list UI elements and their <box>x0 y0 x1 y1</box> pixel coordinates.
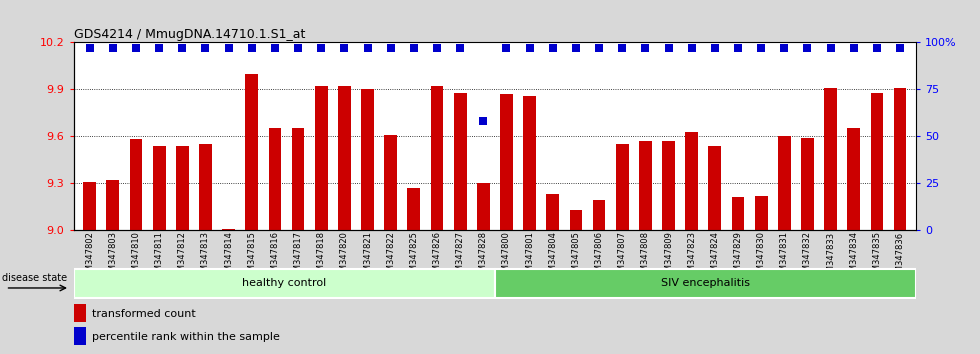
Bar <box>755 196 767 230</box>
Bar <box>639 141 652 230</box>
Bar <box>362 89 374 230</box>
Bar <box>593 200 606 230</box>
Bar <box>430 86 443 230</box>
Bar <box>894 88 906 230</box>
Bar <box>870 92 883 230</box>
Bar <box>292 129 305 230</box>
Bar <box>199 144 212 230</box>
Bar <box>74 304 86 321</box>
Bar <box>569 210 582 230</box>
Bar <box>477 183 490 230</box>
Bar <box>315 86 327 230</box>
Bar <box>662 141 675 230</box>
Bar <box>74 327 86 345</box>
Bar <box>709 145 721 230</box>
Bar <box>153 145 166 230</box>
Bar <box>338 86 351 230</box>
Bar <box>129 139 142 230</box>
Bar <box>547 194 560 230</box>
Bar <box>732 197 745 230</box>
Bar <box>685 132 698 230</box>
Text: percentile rank within the sample: percentile rank within the sample <box>92 332 280 342</box>
Text: transformed count: transformed count <box>92 309 196 319</box>
Bar <box>801 138 813 230</box>
Bar <box>83 182 96 230</box>
Text: healthy control: healthy control <box>242 278 326 288</box>
Bar <box>778 136 791 230</box>
Text: disease state: disease state <box>2 273 67 284</box>
Bar <box>500 94 513 230</box>
Bar <box>74 269 495 297</box>
Bar <box>107 180 120 230</box>
Text: SIV encephalitis: SIV encephalitis <box>662 278 750 288</box>
Bar <box>408 188 420 230</box>
Bar <box>848 129 860 230</box>
Bar <box>495 269 916 297</box>
Bar <box>523 96 536 230</box>
Bar <box>269 129 281 230</box>
Bar <box>454 92 466 230</box>
Bar <box>615 144 628 230</box>
Bar <box>176 145 189 230</box>
Bar <box>222 229 235 230</box>
Bar <box>384 135 397 230</box>
Text: GDS4214 / MmugDNA.14710.1.S1_at: GDS4214 / MmugDNA.14710.1.S1_at <box>74 28 305 41</box>
Bar <box>824 88 837 230</box>
Bar <box>245 74 258 230</box>
